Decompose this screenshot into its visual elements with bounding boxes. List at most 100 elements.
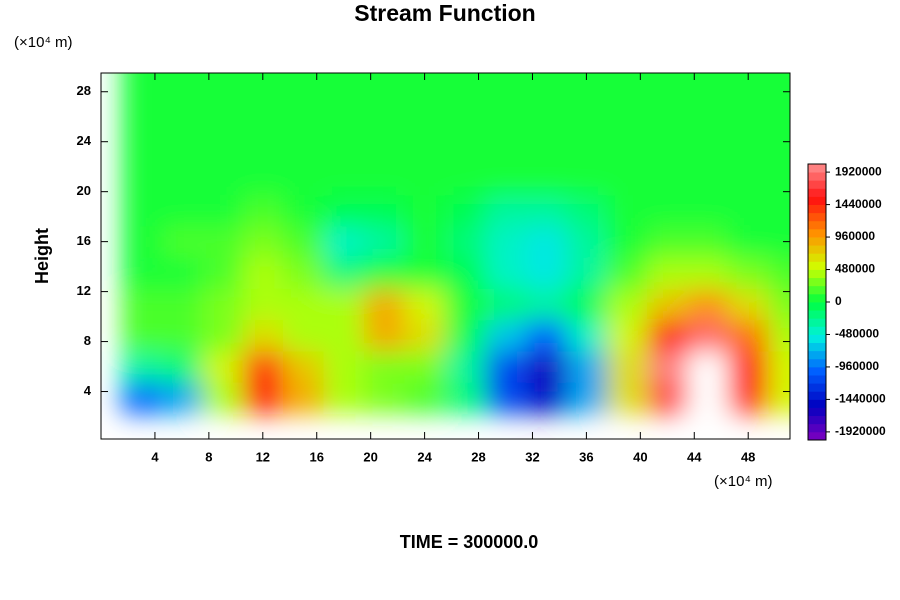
field-cell [323, 257, 365, 289]
field-cell [485, 257, 527, 289]
x-tick-label: 4 [151, 449, 159, 464]
colorbar-tick-label: 0 [835, 294, 842, 308]
field-cell [121, 382, 163, 414]
x-tick-label: 20 [363, 449, 377, 464]
field-cell [647, 194, 689, 227]
field-cell [525, 73, 567, 102]
field-cell [485, 101, 527, 133]
field-cell [727, 132, 769, 165]
field-cell [404, 101, 446, 133]
field-cell [202, 257, 244, 289]
field-cell [768, 288, 790, 321]
field-cell [363, 319, 405, 352]
field-cell [444, 288, 486, 321]
x-tick-label: 24 [417, 449, 432, 464]
field-cell [727, 382, 769, 414]
colorbar-tick-label: 1440000 [835, 197, 882, 211]
field-cell [525, 226, 567, 258]
field-cell [485, 73, 527, 102]
colorbar-band [808, 228, 826, 238]
colorbar: -1920000 -1440000 -960000 -480000 0 480000 960… [807, 163, 886, 441]
field-cell [647, 132, 689, 165]
field-cell [161, 350, 203, 383]
field-cell [283, 101, 324, 133]
colorbar-band [808, 375, 826, 384]
field-cell [687, 288, 729, 321]
field-cell [727, 226, 769, 258]
colorbar-band [808, 334, 826, 343]
field-cell [606, 132, 648, 165]
field-cell [444, 350, 486, 383]
field-cell [687, 226, 729, 258]
field-cell [566, 226, 608, 258]
field-cell [323, 73, 365, 102]
field-cell [323, 382, 365, 414]
colorbar-tick-label: -480000 [835, 327, 879, 341]
field-cell [647, 163, 689, 196]
colorbar-band [808, 358, 826, 368]
field-cell [606, 382, 648, 414]
field-cell [363, 350, 405, 383]
field-cell [687, 163, 729, 196]
colorbar-tick-label: 1920000 [835, 164, 882, 178]
field-cell [444, 382, 486, 414]
field-cell [202, 288, 244, 321]
y-tick-label: 16 [77, 233, 91, 248]
colorbar-band [808, 237, 826, 246]
field-cell [727, 73, 769, 102]
field-cell [525, 288, 567, 321]
field-cell [161, 257, 203, 289]
colorbar-band [808, 391, 826, 400]
field-cell [404, 73, 446, 102]
field-cell [242, 257, 284, 289]
colorbar-band [808, 318, 826, 327]
field-cell [363, 226, 405, 258]
field-cell [121, 101, 163, 133]
field-cell [525, 319, 567, 352]
colorbar-band [808, 326, 826, 335]
field-cell [283, 350, 324, 383]
field-cell [202, 132, 244, 165]
colorbar-band [808, 407, 826, 417]
field-cell [283, 226, 324, 258]
colorbar-band [808, 172, 826, 181]
field-cell [323, 226, 365, 258]
field-cell [283, 288, 324, 321]
field-cell [566, 132, 608, 165]
field-cell [727, 350, 769, 383]
x-tick-label: 48 [741, 449, 755, 464]
x-tick-label: 16 [309, 449, 323, 464]
field-cell [242, 319, 284, 352]
colorbar-band [808, 204, 826, 214]
field-cell [202, 319, 244, 352]
field-cell [161, 194, 203, 227]
field-cell [242, 226, 284, 258]
field-cell [525, 101, 567, 133]
field-cell [242, 163, 284, 196]
field-cell [768, 319, 790, 352]
field-cell [444, 194, 486, 227]
field-cell [161, 73, 203, 102]
colorbar-tick-label: -960000 [835, 359, 879, 373]
colorbar-band [808, 285, 826, 295]
field-cell [242, 382, 284, 414]
field-cell [283, 163, 324, 196]
colorbar-band [808, 342, 826, 352]
field-cell [202, 194, 244, 227]
field-cell [363, 194, 405, 227]
field-cell [121, 288, 163, 321]
colorbar-band [808, 423, 826, 433]
footer: TIME = 300000.0 [400, 532, 539, 552]
y-tick-label: 20 [77, 183, 91, 198]
field-cell [283, 257, 324, 289]
x-tick-label: 36 [579, 449, 593, 464]
field-cell [242, 73, 284, 102]
colorbar-tick-label: -1920000 [835, 424, 886, 438]
field-cell [566, 101, 608, 133]
field-cell [525, 350, 567, 383]
field-cell [485, 194, 527, 227]
field-cell [283, 319, 324, 352]
field-cell [525, 163, 567, 196]
field-cell [242, 350, 284, 383]
field-cell [363, 73, 405, 102]
